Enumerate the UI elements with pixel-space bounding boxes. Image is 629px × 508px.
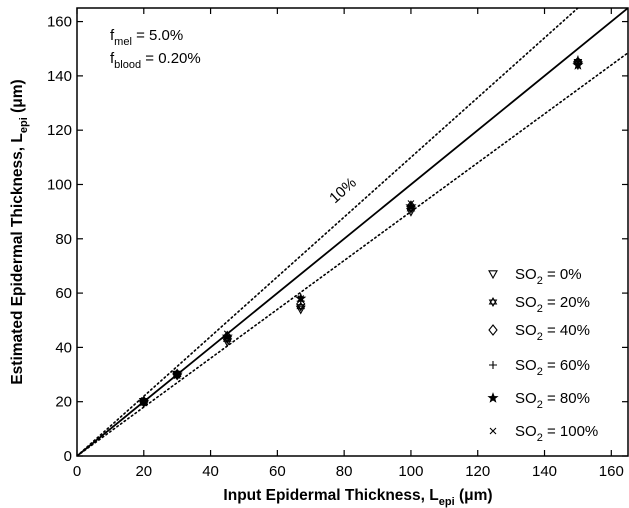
data-point-x bbox=[140, 398, 148, 406]
x-tick-label: 120 bbox=[465, 463, 490, 480]
fmel-annotation: fmel = 5.0% bbox=[110, 27, 183, 48]
data-point-x bbox=[173, 371, 181, 378]
legend-marker-plus bbox=[489, 361, 497, 369]
y-tick-label: 60 bbox=[55, 285, 72, 302]
legend-item-so2-40: SO2 = 40% bbox=[488, 322, 590, 343]
x-tick-label: 140 bbox=[532, 463, 557, 480]
data-point-x bbox=[574, 58, 582, 66]
legend-marker-diamond bbox=[488, 324, 498, 336]
reference-line-plus-10-percent bbox=[77, 8, 580, 456]
legend-marker-star bbox=[487, 392, 499, 403]
reference-lines bbox=[77, 8, 628, 456]
x-tick-label: 0 bbox=[73, 463, 81, 480]
x-tick-label: 20 bbox=[135, 463, 152, 480]
axis-ticks bbox=[76, 8, 628, 457]
x-tick-label: 60 bbox=[269, 463, 286, 480]
y-tick-label: 80 bbox=[55, 231, 72, 248]
svg-text:SO2 = 60%: SO2 = 60% bbox=[515, 357, 590, 378]
svg-text:SO2 = 80%: SO2 = 80% bbox=[515, 390, 590, 411]
svg-text:SO2 = 100%: SO2 = 100% bbox=[515, 423, 598, 444]
legend-item-so2-60: SO2 = 60% bbox=[489, 357, 590, 378]
legend-item-so2-0: SO2 = 0% bbox=[488, 266, 582, 287]
legend-marker-hexagram bbox=[488, 296, 498, 308]
data-point-star bbox=[221, 330, 233, 342]
x-tick-label: 100 bbox=[398, 463, 423, 480]
data-point-x bbox=[223, 330, 231, 338]
legend-marker-x bbox=[489, 427, 497, 435]
x-axis-title: Input Epidermal Thickness, Lepi (μm) bbox=[223, 487, 492, 508]
y-tick-label: 160 bbox=[47, 14, 72, 31]
y-tick-label: 40 bbox=[55, 339, 72, 356]
svg-text:SO2 = 0%: SO2 = 0% bbox=[515, 266, 582, 287]
y-tick-label: 120 bbox=[47, 122, 72, 139]
data-point-x bbox=[407, 200, 415, 207]
data-points bbox=[138, 55, 584, 408]
legend-item-so2-20: SO2 = 20% bbox=[488, 294, 590, 315]
reference-line-minus-10-percent bbox=[77, 51, 628, 456]
legend: SO2 = 0% SO2 = 20% SO2 = 40% SO2 = 60% S… bbox=[487, 266, 598, 444]
svg-text:SO2 = 20%: SO2 = 20% bbox=[515, 294, 590, 315]
fblood-annotation: fblood = 0.20% bbox=[110, 50, 201, 71]
y-tick-label: 20 bbox=[55, 394, 72, 411]
ten-percent-label: 10% bbox=[326, 174, 360, 207]
legend-item-so2-100: SO2 = 100% bbox=[489, 423, 598, 444]
data-point-x bbox=[297, 295, 305, 302]
y-tick-label: 0 bbox=[64, 448, 72, 465]
data-point-star bbox=[405, 200, 417, 211]
x-tick-label: 80 bbox=[336, 463, 353, 480]
legend-marker-triangle-down bbox=[488, 270, 498, 280]
x-tick-label: 40 bbox=[202, 463, 219, 480]
y-tick-label: 140 bbox=[47, 68, 72, 85]
data-point-triangle-down bbox=[295, 305, 306, 315]
legend-item-so2-80: SO2 = 80% bbox=[487, 390, 590, 411]
plot-frame bbox=[76, 7, 629, 457]
svg-text:SO2 = 40%: SO2 = 40% bbox=[515, 322, 590, 343]
data-point-star bbox=[572, 59, 584, 70]
reference-line-identity bbox=[77, 8, 628, 456]
y-axis-title: Estimated Epidermal Thickness, Lepi (μm) bbox=[9, 79, 30, 384]
y-tick-label: 100 bbox=[47, 176, 72, 193]
tick-labels: 0 20 40 60 80 100 120 140 160 0 20 40 60 80 100 120 140 1… bbox=[47, 14, 624, 480]
x-tick-label: 160 bbox=[599, 463, 624, 480]
